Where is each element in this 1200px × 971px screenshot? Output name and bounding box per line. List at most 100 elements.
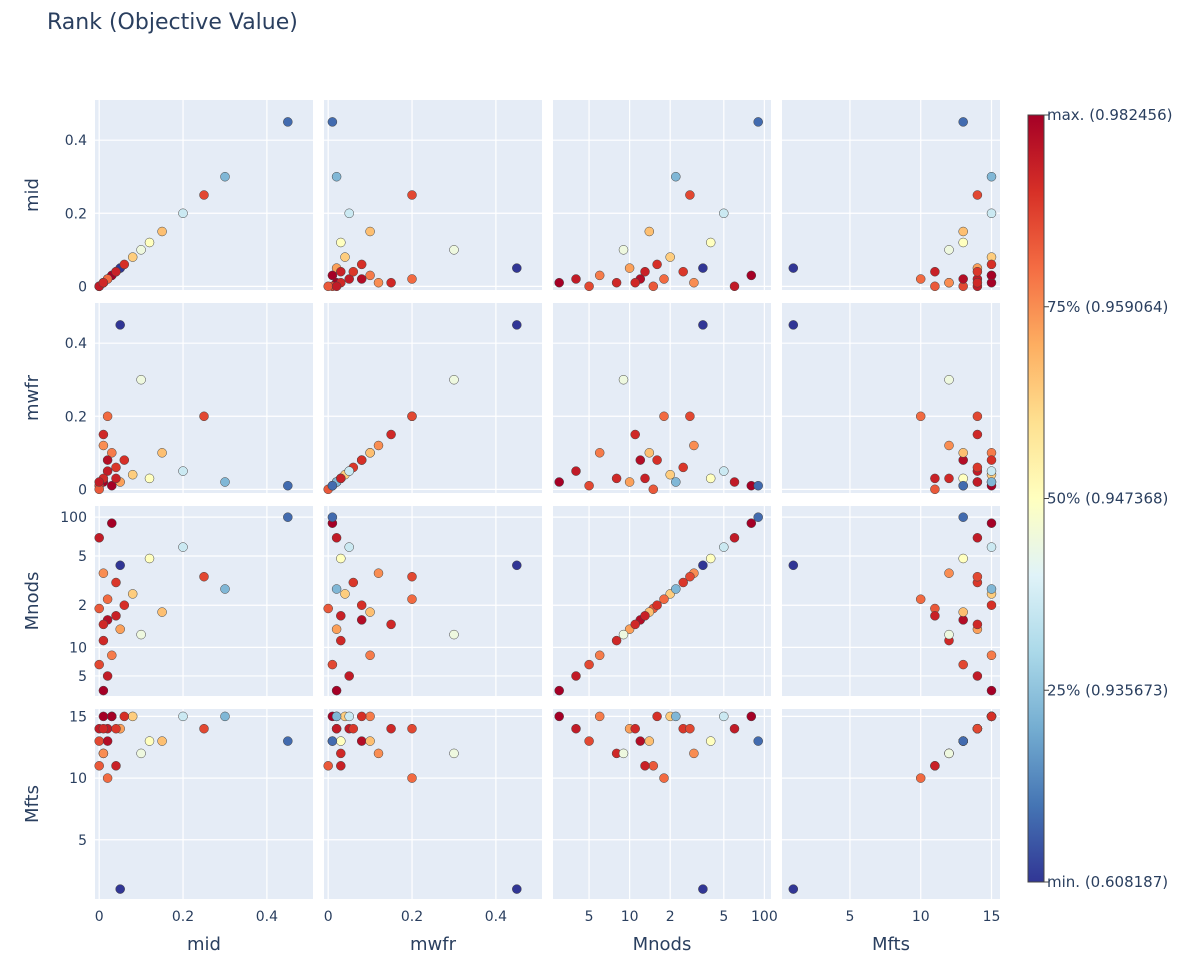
panel-mid-vs-mid bbox=[94, 100, 313, 292]
data-point bbox=[94, 477, 104, 487]
data-point bbox=[554, 685, 564, 696]
data-point bbox=[652, 455, 662, 465]
panel-Mfts-vs-mwfr bbox=[323, 709, 542, 899]
y-tick-label: 0.2 bbox=[65, 409, 87, 425]
data-point bbox=[554, 711, 564, 722]
data-point bbox=[94, 736, 104, 746]
x-tick-label: 0 bbox=[324, 909, 333, 925]
data-point bbox=[729, 723, 740, 734]
data-point bbox=[630, 619, 640, 630]
data-point bbox=[356, 736, 367, 746]
data-point bbox=[972, 619, 983, 630]
data-point bbox=[554, 477, 564, 487]
data-point bbox=[944, 568, 954, 578]
y-tick-label: 2 bbox=[78, 598, 87, 614]
data-point bbox=[958, 736, 968, 746]
data-point bbox=[640, 611, 650, 621]
data-point bbox=[972, 190, 983, 200]
data-point bbox=[178, 466, 188, 476]
data-point bbox=[331, 584, 342, 594]
data-point bbox=[512, 884, 522, 894]
data-point bbox=[729, 281, 740, 292]
data-point bbox=[972, 723, 983, 734]
data-point bbox=[944, 374, 954, 385]
data-point bbox=[698, 560, 708, 571]
data-point bbox=[571, 671, 581, 681]
data-point bbox=[449, 374, 459, 385]
data-point bbox=[102, 455, 113, 465]
panel-mwfr-vs-mid bbox=[94, 303, 313, 495]
data-point bbox=[336, 736, 346, 746]
data-point bbox=[365, 448, 375, 458]
data-point bbox=[111, 462, 121, 473]
data-point bbox=[283, 117, 293, 127]
data-point bbox=[554, 277, 564, 288]
data-point bbox=[98, 748, 109, 759]
y-tick-label: 0.4 bbox=[65, 133, 87, 149]
data-point bbox=[102, 466, 113, 476]
y-tick-label: 100 bbox=[60, 510, 87, 526]
data-point bbox=[746, 270, 757, 281]
data-point bbox=[373, 748, 384, 759]
data-point bbox=[719, 208, 729, 219]
data-point bbox=[98, 619, 109, 630]
data-point bbox=[986, 584, 997, 594]
data-point bbox=[571, 274, 581, 284]
data-point bbox=[972, 266, 983, 277]
data-point bbox=[512, 263, 522, 273]
data-point bbox=[323, 603, 333, 614]
panel-mwfr-vs-Mfts bbox=[782, 303, 1000, 495]
data-point bbox=[659, 773, 669, 783]
data-point bbox=[986, 711, 997, 722]
x-axis-title-Mnods: Mnods bbox=[633, 934, 692, 955]
data-point bbox=[659, 274, 669, 284]
data-point bbox=[356, 274, 367, 284]
data-point bbox=[584, 480, 594, 491]
data-point bbox=[449, 629, 459, 640]
data-point bbox=[611, 277, 622, 288]
data-point bbox=[944, 473, 954, 484]
data-point bbox=[136, 374, 146, 385]
data-point bbox=[199, 723, 209, 734]
data-point bbox=[365, 711, 375, 722]
data-point bbox=[930, 473, 940, 484]
data-point bbox=[753, 512, 763, 522]
data-point bbox=[327, 117, 338, 127]
data-point bbox=[719, 542, 729, 552]
data-point bbox=[719, 466, 729, 476]
panel-background bbox=[324, 506, 542, 696]
x-tick-label: 0.2 bbox=[172, 909, 194, 925]
data-point bbox=[640, 266, 650, 277]
data-point bbox=[958, 607, 968, 617]
x-tick-label: 100 bbox=[751, 909, 778, 925]
data-point bbox=[111, 761, 121, 771]
data-point bbox=[365, 736, 375, 746]
data-point bbox=[327, 512, 338, 522]
colorbar-tick-label: 50% (0.947368) bbox=[1047, 490, 1168, 508]
data-point bbox=[698, 884, 708, 894]
data-point bbox=[407, 411, 417, 422]
data-point bbox=[356, 259, 367, 270]
y-axis-title-mid: mid bbox=[22, 178, 43, 212]
data-point bbox=[115, 624, 125, 634]
data-point bbox=[327, 736, 338, 746]
data-point bbox=[111, 266, 121, 277]
data-point bbox=[944, 748, 954, 759]
data-point bbox=[594, 448, 605, 458]
panel-background bbox=[782, 303, 1000, 493]
data-point bbox=[119, 711, 130, 722]
data-point bbox=[365, 607, 375, 617]
data-point bbox=[115, 884, 125, 894]
data-point bbox=[678, 266, 688, 277]
data-point bbox=[618, 748, 629, 759]
data-point bbox=[689, 748, 699, 759]
data-point bbox=[571, 723, 581, 734]
x-tick-label: 0 bbox=[95, 909, 104, 925]
data-point bbox=[644, 448, 655, 458]
data-point bbox=[331, 685, 342, 696]
data-point bbox=[144, 237, 155, 248]
data-point bbox=[678, 577, 688, 588]
data-point bbox=[386, 429, 396, 440]
x-tick-label: 5 bbox=[585, 909, 594, 925]
y-tick-label: 0 bbox=[78, 279, 87, 295]
